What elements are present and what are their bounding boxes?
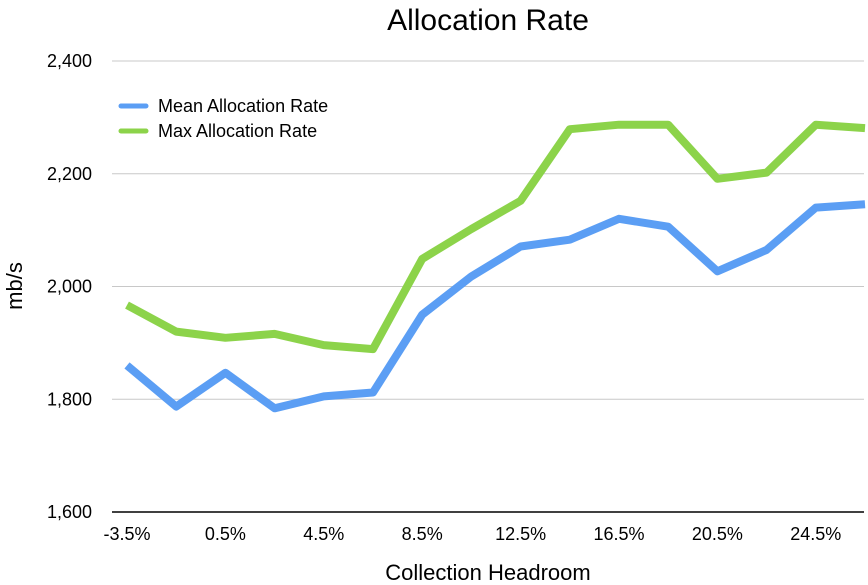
series-lines — [124, 120, 866, 413]
x-tick-label: -3.5% — [103, 524, 150, 544]
x-tick-label: 12.5% — [495, 524, 546, 544]
x-axis-ticks: -3.5% 0.5% 4.5% 8.5% 12.5% 16.5% 20.5% 24.5% — [103, 524, 841, 544]
x-tick-label: 24.5% — [790, 524, 841, 544]
legend-label-mean: Mean Allocation Rate — [158, 96, 328, 116]
x-tick-label: 8.5% — [402, 524, 443, 544]
y-tick-label: 2,000 — [47, 277, 92, 297]
chart-title: Allocation Rate — [387, 4, 589, 37]
x-tick-label: 4.5% — [303, 524, 344, 544]
legend: Mean Allocation Rate Max Allocation Rate — [118, 96, 328, 141]
series-line-max — [125, 120, 866, 354]
x-tick-label: 16.5% — [593, 524, 644, 544]
y-tick-label: 2,200 — [47, 164, 92, 184]
y-tick-label: 1,600 — [47, 502, 92, 522]
legend-label-max: Max Allocation Rate — [158, 121, 317, 141]
y-tick-label: 1,800 — [47, 389, 92, 409]
x-tick-label: 20.5% — [692, 524, 743, 544]
x-axis-label: Collection Headroom — [385, 560, 590, 585]
x-tick-label: 0.5% — [205, 524, 246, 544]
series-line-mean — [124, 200, 866, 413]
y-axis-ticks: 1,600 1,800 2,000 2,200 2,400 — [47, 51, 92, 522]
y-tick-label: 2,400 — [47, 51, 92, 71]
y-axis-label: mb/s — [2, 262, 27, 310]
